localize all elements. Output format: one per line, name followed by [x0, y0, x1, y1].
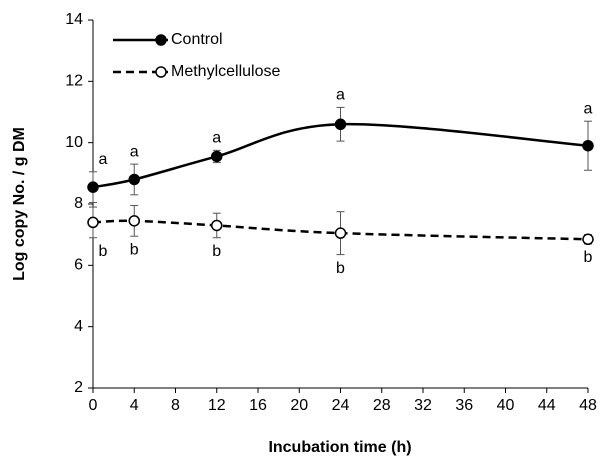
x-tick-label: 44	[538, 397, 556, 414]
significance-label: b	[99, 243, 108, 260]
data-point	[128, 215, 140, 227]
significance-label: b	[212, 243, 221, 260]
data-point	[87, 216, 99, 229]
y-tick-label: 2	[74, 379, 83, 396]
x-tick-label: 48	[579, 397, 597, 414]
x-tick-label: 32	[414, 397, 432, 414]
legend-label: Control	[171, 31, 223, 48]
x-axis-title: Incubation time (h)	[268, 439, 411, 456]
y-tick-label: 10	[65, 134, 83, 151]
x-tick-label: 20	[290, 397, 308, 414]
y-axis-title: Log copy No. / g DM	[11, 127, 28, 281]
y-tick-label: 6	[74, 257, 83, 274]
significance-label: b	[584, 249, 593, 266]
x-tick-label: 8	[171, 397, 180, 414]
legend-marker	[155, 66, 167, 78]
x-tick-label: 4	[130, 397, 139, 414]
y-tick-label: 4	[74, 318, 83, 335]
y-tick-label: 14	[65, 11, 83, 28]
significance-label: a	[99, 151, 108, 168]
x-tick-label: 24	[332, 397, 350, 414]
data-point	[334, 227, 347, 239]
legend-label: Methylcellulose	[171, 63, 280, 80]
y-tick-label: 12	[65, 73, 83, 90]
x-tick-label: 0	[89, 397, 98, 414]
significance-label: a	[584, 100, 593, 117]
significance-label: a	[130, 143, 139, 160]
data-point	[128, 173, 140, 186]
x-tick-label: 12	[208, 397, 226, 414]
data-point	[334, 118, 347, 131]
data-point	[582, 139, 594, 152]
significance-label: b	[130, 241, 139, 258]
legend-marker	[155, 34, 167, 46]
data-point	[211, 219, 223, 232]
significance-label: b	[336, 260, 345, 277]
x-tick-label: 40	[497, 397, 515, 414]
data-point	[582, 233, 594, 246]
data-point	[211, 150, 223, 163]
x-tick-label: 28	[373, 397, 391, 414]
significance-label: a	[336, 87, 345, 104]
x-tick-label: 36	[455, 397, 473, 414]
significance-label: a	[212, 130, 221, 147]
x-tick-label: 16	[249, 397, 267, 414]
data-point	[87, 181, 99, 193]
y-tick-label: 8	[74, 195, 83, 212]
